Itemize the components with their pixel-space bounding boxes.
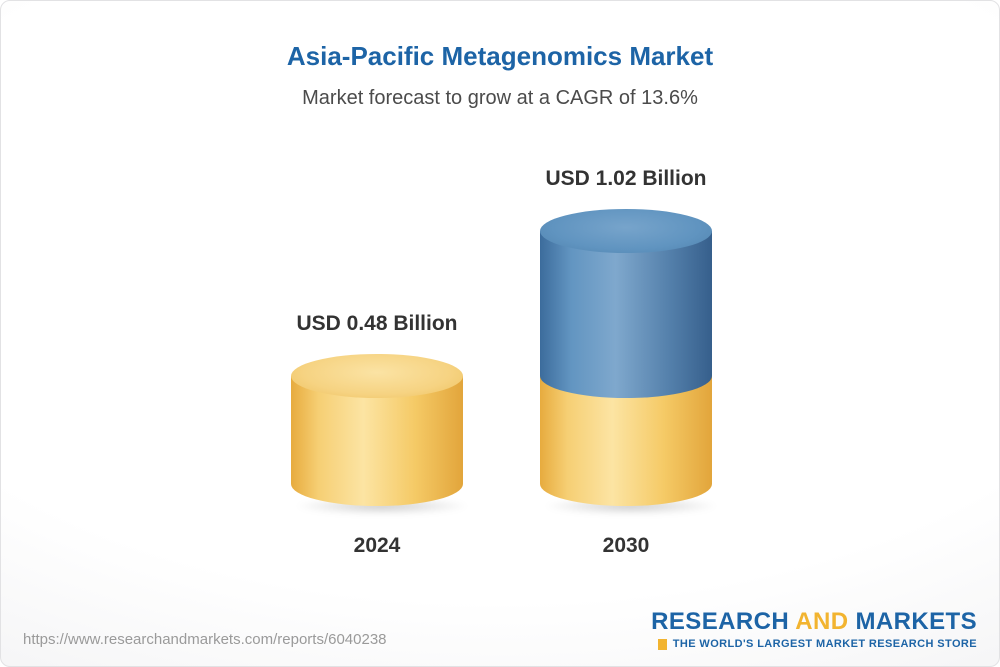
bar-2030 [540,208,718,515]
axis-label-2024: 2024 [353,534,401,557]
value-label-2030: USD 1.02 Billion [545,166,707,190]
value-label-2024: USD 0.48 Billion [296,312,458,336]
tagline-text: THE WORLD'S LARGEST MARKET RESEARCH STOR… [672,638,977,650]
bar-2024 [291,354,469,515]
brand-logo: RESEARCH AND MARKETS THE WORLD'S LARGEST… [651,607,977,650]
axis-label-2030: 2030 [602,534,650,557]
bar-2024-top-ellipse [291,354,463,399]
chart-subtitle: Market forecast to grow at a CAGR of 13.… [302,87,698,109]
logo-word-research: RESEARCH [651,607,790,635]
tagline-yellow-bar-icon [657,638,667,650]
brand-tagline: THE WORLD'S LARGEST MARKET RESEARCH STOR… [651,638,977,650]
logo-word-and: AND [795,607,849,635]
chart-title: Asia-Pacific Metagenomics Market [286,41,714,71]
logo-word-markets: MARKETS [855,607,977,635]
report-url: https://www.researchandmarkets.com/repor… [23,631,387,648]
bar-2030-growth-segment [540,230,712,399]
brand-logo-wordmark: RESEARCH AND MARKETS [651,607,977,635]
bar-2030-top-ellipse [540,208,712,253]
